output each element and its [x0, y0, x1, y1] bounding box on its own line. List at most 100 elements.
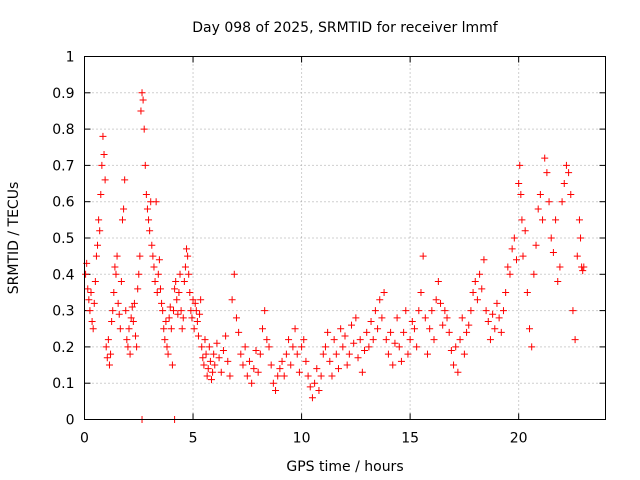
data-point [528, 343, 536, 351]
data-point [159, 307, 167, 315]
data-point [539, 216, 547, 224]
data-point [491, 325, 499, 333]
data-point [345, 350, 353, 358]
data-point [209, 368, 217, 376]
data-point [245, 357, 253, 365]
data-point [135, 270, 143, 278]
data-point [508, 245, 516, 253]
data-point [308, 394, 316, 402]
data-point [554, 278, 562, 286]
data-point [341, 332, 349, 340]
data-point [382, 336, 390, 344]
y-tick-label: 0.6 [52, 195, 74, 211]
data-point [139, 96, 147, 104]
data-point [184, 252, 192, 260]
data-point [122, 307, 130, 315]
data-point [181, 263, 189, 271]
data-point [282, 350, 290, 358]
data-point [400, 328, 408, 336]
data-point [125, 325, 133, 333]
data-point [161, 336, 169, 344]
data-point [243, 372, 251, 380]
data-point [371, 307, 379, 315]
data-point [89, 325, 97, 333]
data-point [211, 361, 219, 369]
data-point [287, 361, 295, 369]
data-point [145, 216, 153, 224]
data-point [156, 285, 164, 293]
data-point [166, 303, 174, 311]
data-point [387, 328, 395, 336]
data-point [151, 278, 159, 286]
data-point [530, 270, 538, 278]
data-point [126, 350, 134, 358]
data-point [443, 314, 451, 322]
data-point [526, 325, 534, 333]
data-point [259, 325, 267, 333]
data-point [532, 241, 540, 249]
data-point [174, 310, 182, 318]
data-point [571, 336, 579, 344]
data-point [170, 307, 178, 315]
data-point [103, 354, 111, 362]
data-point [402, 307, 410, 315]
data-point [437, 299, 445, 307]
data-point [452, 343, 460, 351]
data-point [153, 288, 161, 296]
data-point [374, 325, 382, 333]
data-point [217, 368, 225, 376]
data-point [200, 361, 208, 369]
data-point [104, 336, 112, 344]
data-point [295, 368, 303, 376]
data-point [158, 299, 166, 307]
data-point [115, 310, 123, 318]
data-point [272, 386, 280, 394]
data-point [171, 285, 179, 293]
data-point [117, 278, 125, 286]
data-point [111, 263, 119, 271]
data-point [376, 296, 384, 304]
data-point [95, 216, 103, 224]
data-point [321, 343, 329, 351]
data-point [489, 310, 497, 318]
data-point [549, 249, 557, 257]
data-point [480, 256, 488, 264]
data-point [556, 263, 564, 271]
data-point [256, 350, 264, 358]
data-point [406, 336, 414, 344]
data-point [179, 314, 187, 322]
data-point [226, 372, 234, 380]
data-point [143, 205, 151, 213]
data-point [434, 278, 442, 286]
data-point [519, 252, 527, 260]
data-point [239, 361, 247, 369]
data-point [189, 296, 197, 304]
data-point [289, 343, 297, 351]
data-point [562, 161, 570, 169]
data-point [274, 372, 282, 380]
data-point [510, 234, 518, 242]
data-point [114, 299, 122, 307]
data-point [516, 161, 524, 169]
data-point [579, 267, 587, 275]
data-points [82, 89, 588, 423]
data-point [99, 132, 107, 140]
data-point [137, 107, 145, 115]
data-point [404, 350, 412, 358]
data-point [313, 365, 321, 373]
data-point [393, 314, 401, 322]
data-point [91, 278, 99, 286]
data-point [148, 241, 156, 249]
data-point [235, 328, 243, 336]
data-point [391, 339, 399, 347]
data-point [497, 328, 505, 336]
data-point [167, 325, 175, 333]
data-point [87, 288, 95, 296]
data-point [190, 325, 198, 333]
data-point [298, 343, 306, 351]
data-point [517, 190, 525, 198]
data-point [173, 296, 181, 304]
data-point [86, 307, 94, 315]
data-point [476, 270, 484, 278]
data-point [486, 336, 494, 344]
